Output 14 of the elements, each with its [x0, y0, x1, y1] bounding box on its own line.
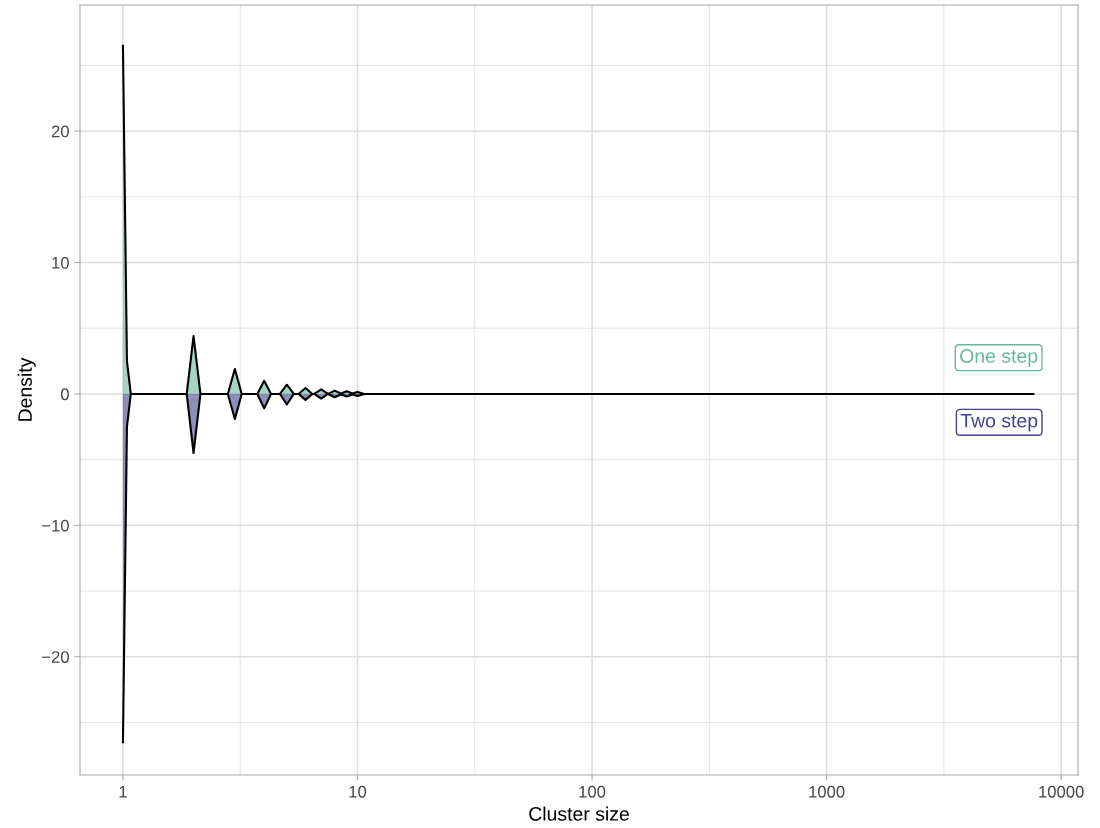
y-tick-label: 20 — [51, 125, 69, 138]
x-axis-title: Cluster size — [529, 806, 629, 821]
x-tick-label: 1000 — [809, 785, 845, 798]
x-tick-label: 10 — [349, 785, 367, 798]
x-tick-label: 10000 — [1039, 785, 1084, 798]
y-tick-label: 0 — [60, 388, 69, 401]
y-tick-label: −20 — [42, 651, 69, 663]
x-tick-label: 1 — [119, 786, 127, 798]
series-label: Two step — [960, 413, 1038, 432]
series-label: One step — [960, 349, 1038, 367]
y-axis-title: Density — [17, 357, 36, 421]
y-tick-label: 10 — [52, 256, 69, 269]
y-tick-label: −10 — [42, 519, 69, 532]
x-tick-label: 100 — [579, 785, 606, 798]
